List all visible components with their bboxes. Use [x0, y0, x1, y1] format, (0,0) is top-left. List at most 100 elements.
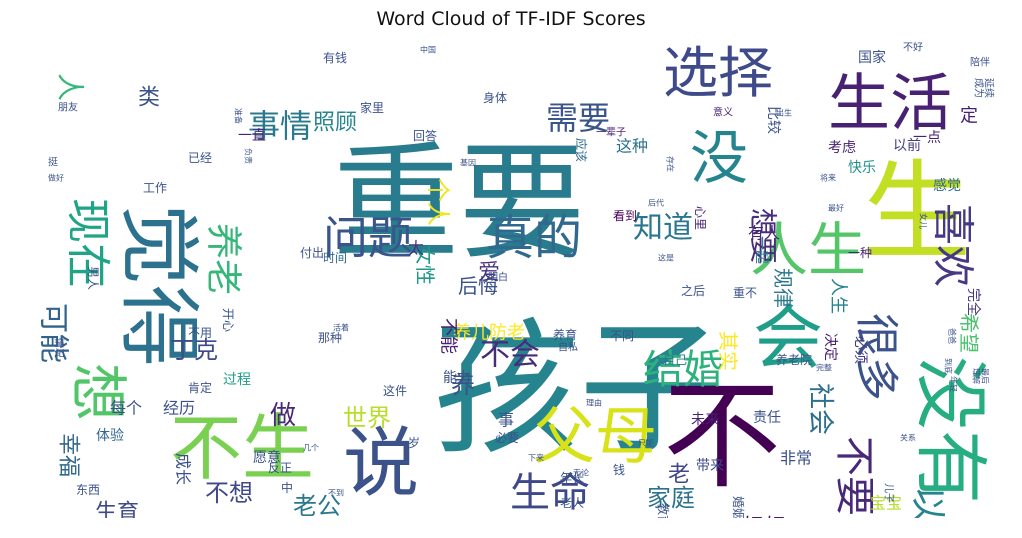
- word-111: 年长: [560, 471, 584, 485]
- word-108: 必要: [495, 431, 519, 445]
- word-54: 类: [138, 86, 160, 111]
- word-131: 爸爸: [948, 328, 958, 344]
- word-25: 养老: [203, 223, 244, 295]
- word-37: 做: [270, 401, 296, 431]
- word-18: 现在: [62, 198, 115, 288]
- word-135: 理解: [972, 368, 982, 384]
- word-103: 明白: [488, 271, 508, 284]
- word-39: 家庭: [647, 484, 695, 512]
- word-72: 带来: [696, 458, 724, 474]
- word-58: 有人: [748, 224, 780, 243]
- word-107: 事: [498, 411, 514, 430]
- word-129: 儿子: [883, 483, 895, 503]
- word-84: 考虑: [828, 140, 856, 156]
- word-86: 感觉: [933, 177, 961, 194]
- word-150: 几个: [303, 444, 319, 453]
- word-80: 定: [960, 106, 978, 127]
- word-42: 后悔: [458, 274, 498, 298]
- word-147: 只能: [638, 438, 654, 448]
- word-15: 想: [64, 363, 132, 421]
- word-83: 国家: [858, 49, 886, 66]
- word-69: 未来: [691, 412, 719, 428]
- word-8: 父母: [533, 400, 657, 473]
- word-122: 情况: [53, 338, 66, 358]
- word-151: 不到: [328, 489, 344, 498]
- word-91: 已经: [188, 151, 212, 165]
- word-158: 关系: [900, 433, 916, 443]
- chart-title: Word Cloud of TF-IDF Scores: [376, 8, 646, 30]
- word-141: 成为: [973, 78, 985, 98]
- word-90: 家里: [360, 100, 384, 115]
- word-60: 宝宝: [870, 494, 902, 513]
- word-14: 人生: [750, 216, 866, 284]
- word-114: 婚姻: [731, 496, 746, 518]
- word-126: 意义: [713, 106, 733, 119]
- word-52: 老: [668, 463, 690, 488]
- word-157: 完整: [816, 363, 832, 373]
- word-45: 生育: [95, 501, 139, 519]
- word-112: 老人: [560, 496, 584, 510]
- word-64: 经历: [163, 399, 195, 418]
- word-140: 延续: [983, 78, 996, 98]
- word-53: 养儿防老: [453, 323, 525, 344]
- word-34: 个人: [424, 178, 452, 226]
- word-139: 陪伴: [970, 56, 990, 69]
- word-75: 太: [408, 239, 424, 258]
- word-116: 养老院: [776, 352, 812, 367]
- word-98: 开心: [221, 308, 235, 332]
- word-127: 一辈子: [596, 126, 626, 139]
- word-76: 一直: [238, 127, 266, 144]
- word-2: 孩子: [433, 305, 725, 475]
- word-41: 女性: [413, 245, 437, 285]
- word-29: 需要: [546, 99, 610, 137]
- word-85: 以前: [893, 137, 921, 154]
- word-27: 可能: [38, 303, 71, 363]
- word-11: 生活: [828, 67, 952, 140]
- word-40: 老公: [293, 492, 341, 518]
- word-31: 想要: [747, 208, 780, 264]
- word-94: 有钱: [323, 50, 347, 65]
- word-102: 重不: [733, 286, 757, 300]
- word-7: 说: [343, 419, 419, 508]
- word-61: 决定: [822, 333, 838, 361]
- word-44: 妈妈: [743, 516, 787, 519]
- word-153: 负责: [244, 148, 254, 164]
- word-17: 真的: [486, 210, 582, 266]
- word-30: 知道: [633, 211, 693, 246]
- word-35: 丁克: [170, 336, 218, 364]
- word-36: 世界: [343, 404, 391, 432]
- word-146: 无论: [573, 468, 589, 478]
- word-128: 自私: [558, 341, 578, 354]
- word-145: 这是: [658, 253, 674, 263]
- word-137: 存在: [666, 156, 676, 172]
- word-74: 时间: [323, 251, 347, 265]
- word-13: 没: [690, 124, 748, 192]
- word-6: 没有: [907, 356, 993, 504]
- word-19: 很多: [851, 313, 902, 401]
- word-38: 不想: [205, 479, 253, 507]
- word-16: 问题: [323, 212, 413, 265]
- word-59: 成长: [174, 453, 193, 485]
- word-66: 体验: [96, 428, 124, 444]
- word-143: 最好: [828, 203, 844, 213]
- word-88: 心里: [693, 206, 707, 230]
- word-99: 那种: [318, 331, 342, 345]
- word-120: 付出: [300, 246, 324, 260]
- word-121: 男人: [86, 266, 100, 290]
- word-155: 中国: [420, 45, 436, 55]
- word-20: 喜欢: [929, 203, 978, 287]
- word-63: 非常: [780, 449, 812, 468]
- word-43: 养: [451, 371, 475, 399]
- word-118: 钱: [613, 462, 625, 477]
- word-130: 女儿: [919, 213, 929, 229]
- word-28: 不会: [480, 338, 540, 373]
- word-100: 不用: [188, 326, 212, 340]
- word-148: 下来: [528, 454, 544, 463]
- word-149: 理由: [586, 398, 602, 408]
- word-134: 年轻: [949, 376, 959, 392]
- word-1: 重要: [333, 130, 585, 277]
- word-133: 出生: [776, 108, 792, 118]
- word-33: 人: [54, 73, 87, 101]
- word-109: 反正: [268, 461, 292, 475]
